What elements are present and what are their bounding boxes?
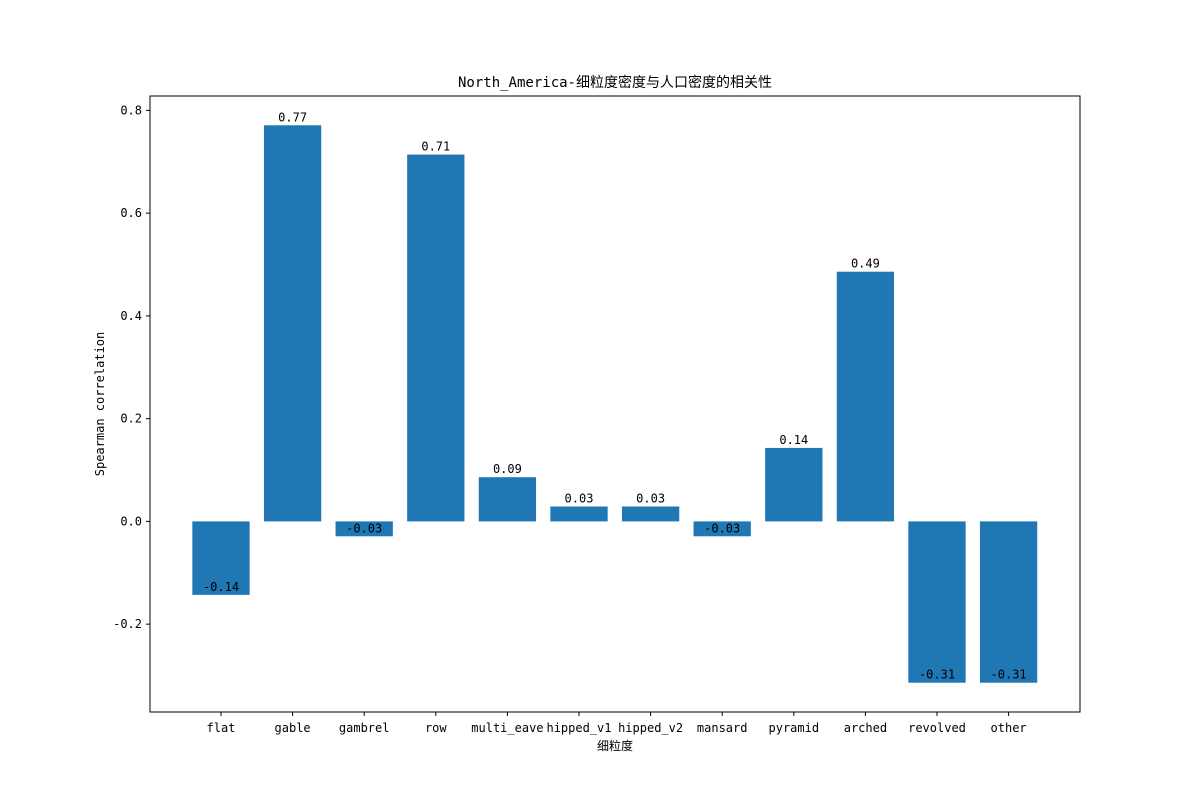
x-tick-label: hipped_v2	[618, 721, 683, 735]
bar-hipped_v2	[621, 506, 680, 522]
bar-pyramid	[765, 447, 823, 522]
x-tick-label: row	[425, 721, 447, 735]
x-axis: flat gable gambrel row multi_eave hipped_v1 hi…	[207, 712, 1027, 735]
bar-value-label: -0.31	[919, 668, 955, 682]
bars-layer: -0.14 0.77 -0.03 0.71 0.09 0.03 0.03 -0.03 0.14 0…	[192, 110, 1038, 683]
bar-value-label: 0.09	[493, 462, 522, 476]
x-tick-label: revolved	[908, 721, 966, 735]
x-tick-label: pyramid	[769, 721, 820, 735]
bar-value-label: 0.14	[779, 433, 808, 447]
y-tick-label: 0.2	[120, 412, 142, 426]
x-tick-label: arched	[844, 721, 887, 735]
y-tick-label: 0.4	[120, 309, 142, 323]
x-tick-label: flat	[207, 721, 236, 735]
bar-arched	[836, 271, 895, 522]
bar-revolved	[908, 521, 966, 683]
y-axis: -0.2 0.0 0.2 0.4 0.6 0.8	[113, 103, 150, 631]
x-tick-label: mansard	[697, 721, 748, 735]
y-tick-label: -0.2	[113, 617, 142, 631]
bar-value-label: -0.31	[991, 668, 1027, 682]
bar-gambrel	[335, 521, 393, 537]
x-tick-label: gambrel	[339, 721, 390, 735]
bar-multi_eave	[478, 477, 537, 522]
bar-value-label: 0.03	[565, 491, 594, 505]
y-tick-label: 0.8	[120, 103, 142, 117]
bar-value-label: 0.71	[421, 140, 450, 154]
bar-value-label: 0.03	[636, 491, 665, 505]
bar-value-label: -0.14	[203, 580, 239, 594]
y-tick-label: 0.6	[120, 206, 142, 220]
bar-gable	[263, 125, 322, 522]
x-tick-label: hipped_v1	[546, 721, 611, 735]
x-tick-label: other	[991, 721, 1027, 735]
bar-value-label: 0.49	[851, 257, 880, 271]
y-tick-label: 0.0	[120, 514, 142, 528]
x-tick-label: multi_eave	[471, 721, 543, 735]
bar-flat	[192, 521, 250, 595]
x-axis-label: 细粒度	[597, 738, 633, 753]
chart-title: North_America-细粒度密度与人口密度的相关性	[458, 74, 772, 91]
bar-other	[979, 521, 1038, 683]
bar-value-label: 0.77	[278, 110, 307, 124]
bar-value-label: -0.03	[704, 521, 740, 535]
y-axis-label: Spearman correlation	[93, 332, 107, 477]
bar-row	[407, 154, 465, 522]
bar-value-label: -0.03	[346, 521, 382, 535]
bar-mansard	[693, 521, 751, 537]
x-tick-label: gable	[275, 721, 311, 735]
bar-hipped_v1	[550, 506, 608, 522]
plot-frame	[149, 95, 1081, 713]
